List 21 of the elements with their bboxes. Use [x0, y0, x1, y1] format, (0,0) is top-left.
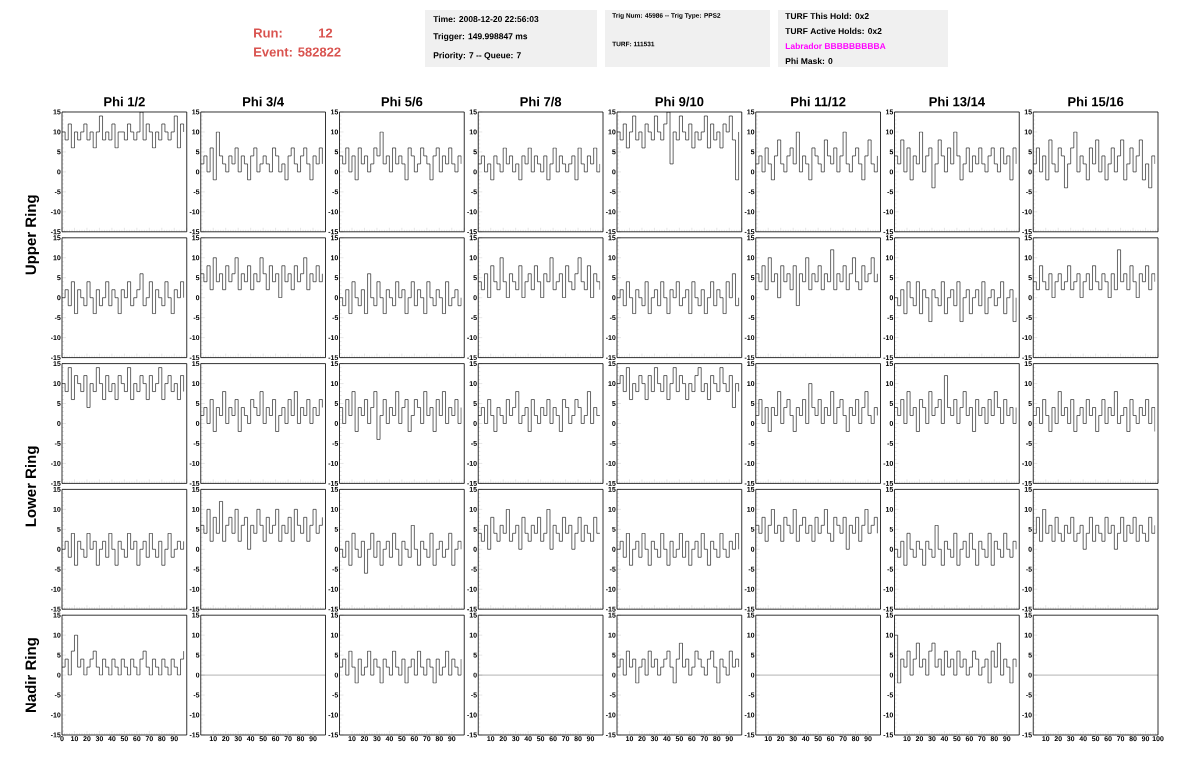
chart-title: Phi 13/14 — [929, 96, 985, 107]
text: TURF This Hold: 0x2 — [785, 12, 869, 20]
text: 12 — [319, 28, 333, 38]
text: Event: 582822 — [254, 47, 341, 57]
y-axis-title: Upper Ring — [25, 195, 40, 275]
chart-title: Phi 7/8 — [520, 96, 562, 107]
chart-title: Phi 5/6 — [381, 96, 423, 107]
text: Time: 2008-12-20 22:56:03 — [433, 15, 539, 23]
text: TURF Active Holds: 0x2 — [785, 27, 882, 35]
text: Phi Mask: 0 — [785, 57, 833, 65]
text: Labrador BBBBBBBBBA — [785, 42, 886, 50]
chart-title: Phi 15/16 — [1068, 96, 1124, 107]
text: Priority: 7 -- Queue: 7 — [433, 52, 521, 60]
chart-title: Phi 1/2 — [104, 96, 145, 107]
text: Trigger: 149.998847 ms — [433, 33, 528, 41]
chart-title: Phi 3/4 — [243, 96, 285, 107]
text: Run: — [254, 28, 282, 38]
chart-title: Phi 11/12 — [791, 96, 846, 107]
y-axis-title: Nadir Ring — [25, 638, 40, 713]
y-axis-title: Lower Ring — [25, 446, 40, 527]
chart-title: Phi 9/10 — [655, 96, 704, 107]
